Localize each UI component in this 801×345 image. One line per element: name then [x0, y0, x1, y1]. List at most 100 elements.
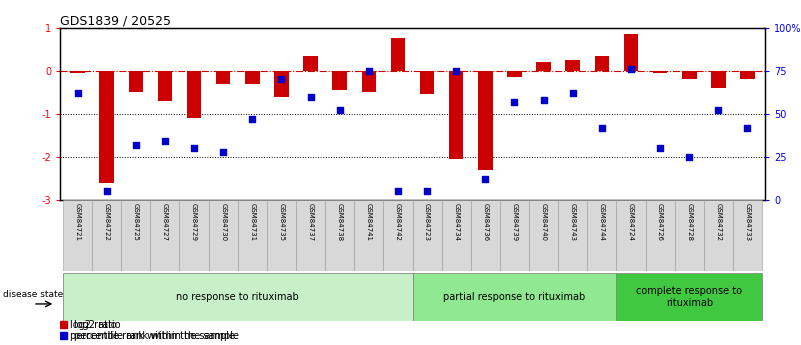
Bar	[216, 71, 231, 84]
Bar	[187, 71, 201, 118]
Bar	[158, 71, 172, 101]
Bar	[121, 200, 151, 271]
Bar	[624, 34, 638, 71]
Text: GSM84744: GSM84744	[599, 203, 605, 241]
Text: GSM84727: GSM84727	[162, 203, 168, 241]
Bar	[267, 200, 296, 271]
Bar	[558, 200, 587, 271]
Point	[537, 97, 550, 103]
Bar	[594, 56, 609, 71]
Bar	[449, 71, 464, 159]
Text: GSM84731: GSM84731	[249, 203, 256, 241]
Point	[712, 108, 725, 113]
Bar	[529, 200, 558, 271]
Text: GSM84740: GSM84740	[541, 203, 546, 241]
Point	[333, 108, 346, 113]
Text: complete response to
rituximab: complete response to rituximab	[636, 286, 743, 307]
Text: GSM84734: GSM84734	[453, 203, 459, 241]
Bar	[325, 200, 354, 271]
Bar	[413, 273, 617, 321]
Bar	[60, 332, 67, 339]
Bar	[296, 200, 325, 271]
Text: partial response to rituximab: partial response to rituximab	[443, 292, 586, 302]
Point	[275, 77, 288, 82]
Text: GSM84722: GSM84722	[103, 203, 110, 241]
Text: GSM84724: GSM84724	[628, 203, 634, 241]
Point	[362, 68, 375, 73]
Bar	[420, 71, 434, 95]
Point	[246, 116, 259, 122]
Text: GSM84735: GSM84735	[279, 203, 284, 241]
Bar	[478, 71, 493, 170]
Bar	[304, 56, 318, 71]
Text: GSM84725: GSM84725	[133, 203, 139, 241]
Text: disease state: disease state	[3, 290, 63, 299]
Bar	[99, 71, 114, 183]
Point	[187, 146, 200, 151]
Bar	[740, 71, 755, 79]
Text: GSM84741: GSM84741	[366, 203, 372, 241]
Bar	[682, 71, 697, 79]
Bar	[384, 200, 413, 271]
Point	[508, 99, 521, 105]
Point	[450, 68, 463, 73]
Bar	[128, 71, 143, 92]
Text: GSM84738: GSM84738	[336, 203, 343, 241]
Bar	[413, 200, 441, 271]
Text: percentile rank within the sample: percentile rank within the sample	[70, 331, 235, 341]
Bar	[704, 200, 733, 271]
Text: log2 ratio: log2 ratio	[70, 319, 116, 329]
Bar	[471, 200, 500, 271]
Bar	[332, 71, 347, 90]
Bar	[63, 273, 413, 321]
Text: GSM84743: GSM84743	[570, 203, 576, 241]
Bar	[92, 200, 121, 271]
Bar	[653, 71, 667, 73]
Bar	[500, 200, 529, 271]
Bar	[179, 200, 208, 271]
Bar	[70, 71, 85, 73]
Text: log2 ratio: log2 ratio	[74, 320, 121, 330]
Text: GSM84729: GSM84729	[191, 203, 197, 241]
Point	[71, 90, 84, 96]
Text: GSM84737: GSM84737	[308, 203, 313, 241]
Text: no response to rituximab: no response to rituximab	[176, 292, 299, 302]
Bar	[441, 200, 471, 271]
Point	[217, 149, 230, 155]
Point	[566, 90, 579, 96]
Bar	[646, 200, 674, 271]
Bar	[674, 200, 704, 271]
Text: percentile rank within the sample: percentile rank within the sample	[74, 331, 239, 341]
Point	[100, 189, 113, 194]
Bar	[587, 200, 617, 271]
Text: GSM84726: GSM84726	[657, 203, 663, 241]
Text: GSM84736: GSM84736	[482, 203, 489, 241]
Bar	[60, 321, 67, 328]
Text: GSM84730: GSM84730	[220, 203, 226, 241]
Text: GSM84721: GSM84721	[74, 203, 81, 241]
Point	[741, 125, 754, 130]
Point	[625, 66, 638, 72]
Bar	[354, 200, 384, 271]
Text: GSM84723: GSM84723	[424, 203, 430, 241]
Text: GSM84733: GSM84733	[744, 203, 751, 241]
Bar	[391, 38, 405, 71]
Point	[130, 142, 143, 148]
Point	[304, 94, 317, 99]
Bar	[361, 71, 376, 92]
Point	[682, 154, 695, 160]
Text: GSM84739: GSM84739	[512, 203, 517, 241]
Text: GDS1839 / 20525: GDS1839 / 20525	[60, 14, 171, 28]
Point	[479, 177, 492, 182]
Bar	[245, 71, 260, 84]
Text: GSM84742: GSM84742	[395, 203, 401, 241]
Bar	[151, 200, 179, 271]
Point	[421, 189, 433, 194]
Bar	[208, 200, 238, 271]
Bar	[63, 200, 92, 271]
Bar	[733, 200, 762, 271]
Bar	[617, 273, 762, 321]
Bar	[238, 200, 267, 271]
Text: GSM84732: GSM84732	[715, 203, 722, 241]
Bar	[711, 71, 726, 88]
